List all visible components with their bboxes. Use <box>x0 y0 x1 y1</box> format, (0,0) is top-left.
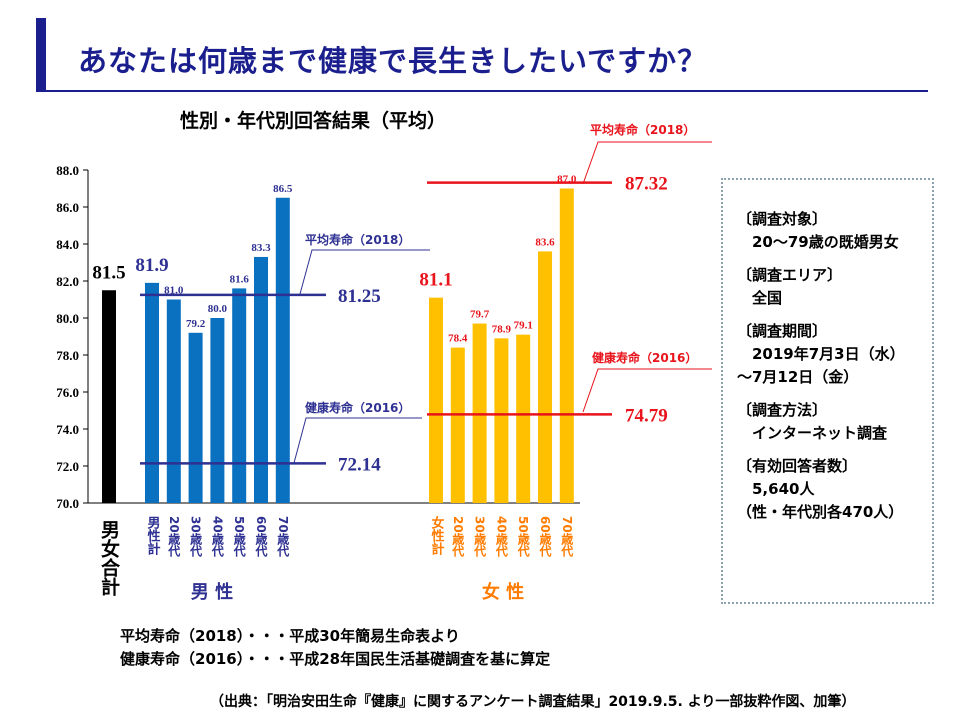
male-x-label: 40歳代 <box>210 516 224 557</box>
survey-info-box: 〔調査対象〕 20～79歳の既婚男女 〔調査エリア〕 全国〔調査期間〕 2019年… <box>721 178 934 604</box>
female-bar <box>538 251 552 503</box>
male-x-label: 70歳代 <box>276 516 290 557</box>
survey-info-line: 〔調査対象〕 <box>737 210 828 228</box>
reference-leader <box>299 249 430 295</box>
female-data-label: 78.9 <box>492 323 512 335</box>
male-x-label: 50歳代 <box>232 516 246 557</box>
reference-value-label: 87.32 <box>625 174 668 195</box>
survey-info-line: （性・年代別各470人） <box>737 503 904 521</box>
survey-info-line: 5,640人 <box>737 480 815 498</box>
reference-leader <box>582 141 712 185</box>
bar-total <box>102 290 116 503</box>
y-tick-label: 76.0 <box>56 385 79 400</box>
survey-info-line: インターネット調査 <box>737 424 888 442</box>
female-x-label: 40歳代 <box>494 516 508 557</box>
male-bar <box>166 299 181 503</box>
male-data-label: 80.0 <box>208 303 228 315</box>
female-x-label: 30歳代 <box>473 516 487 557</box>
male-x-label: 20歳代 <box>167 516 181 557</box>
reference-label: 平均寿命（2018） <box>305 232 410 247</box>
male-data-label: 81.9 <box>135 255 168 276</box>
female-x-label: 20歳代 <box>451 516 465 557</box>
male-bar <box>145 282 159 503</box>
female-bar <box>559 188 574 503</box>
survey-info-line: 〔有効回答者数〕 <box>737 457 858 475</box>
male-bar <box>232 288 247 503</box>
male-bar <box>188 332 203 503</box>
page-title: あなたは何歳まで健康で長生きしたいですか？ <box>78 44 708 78</box>
survey-info-line: 〔調査方法〕 <box>737 401 828 419</box>
y-tick-label: 88.0 <box>56 163 79 178</box>
y-tick-label: 72.0 <box>56 459 79 474</box>
male-data-label: 79.2 <box>186 318 206 330</box>
survey-info-line: 〔調査エリア〕 <box>737 266 843 284</box>
male-bar <box>254 256 268 503</box>
male-data-label: 86.5 <box>273 183 293 195</box>
reference-value-label: 81.25 <box>338 286 381 307</box>
female-data-label: 83.6 <box>535 236 555 248</box>
reference-label: 平均寿命（2018） <box>590 122 695 137</box>
female-data-label: 79.7 <box>470 309 490 321</box>
reference-leader <box>582 368 712 413</box>
female-data-label: 81.1 <box>419 270 452 291</box>
male-group-label: 男 性 <box>191 581 233 603</box>
survey-info-line: 2019年7月3日（水） <box>737 345 905 363</box>
reference-label: 健康寿命（2016） <box>592 350 697 365</box>
y-tick-label: 82.0 <box>56 274 79 289</box>
male-x-label: 30歳代 <box>189 516 203 557</box>
female-x-label: 70歳代 <box>560 516 574 557</box>
female-x-label: 60歳代 <box>538 516 552 557</box>
survey-info-line: 全国 <box>737 289 783 307</box>
reference-value-label: 74.79 <box>625 405 668 426</box>
female-data-label: 78.4 <box>448 333 468 345</box>
survey-info-line: ～7月12日（金） <box>737 368 859 386</box>
male-data-label: 83.3 <box>251 242 271 254</box>
female-bar <box>494 338 509 503</box>
y-tick-label: 78.0 <box>56 348 79 363</box>
male-x-label: 男性計 <box>145 516 161 556</box>
male-bar <box>275 197 290 503</box>
male-x-label: 60歳代 <box>254 516 268 557</box>
source-note: （出典：「明治安田生命『健康』に関するアンケート調査結果」2019.9.5. よ… <box>210 694 856 710</box>
female-group-label: 女 性 <box>482 581 524 603</box>
female-x-label: 女性計 <box>429 515 445 556</box>
female-bar <box>429 297 443 503</box>
female-bar <box>450 347 465 503</box>
bar-chart: 70.0 72.0 74.0 76.0 78.0 80.0 82.0 84.0 86.0 88.0… <box>56 122 712 603</box>
male-data-label: 81.0 <box>164 285 184 297</box>
female-data-label: 79.1 <box>514 320 533 332</box>
y-tick-label: 80.0 <box>56 311 79 326</box>
footnote-healthy-life: 健康寿命（2016）・・・平成28年国民生活基礎調査を基に算定 <box>120 650 551 668</box>
footnote-life-expectancy: 平均寿命（2018）・・・平成30年簡易生命表より <box>120 627 460 645</box>
y-tick-label: 74.0 <box>56 422 79 437</box>
y-tick-label: 86.0 <box>56 200 79 215</box>
female-x-label: 50歳代 <box>516 516 530 557</box>
y-tick-label: 70.0 <box>56 496 79 511</box>
x-label-total: 男女合計 <box>98 520 120 597</box>
data-label-total: 81.5 <box>92 262 125 283</box>
reference-leader <box>293 417 422 464</box>
title-bar: あなたは何歳まで健康で長生きしたいですか？ <box>36 18 928 92</box>
reference-label: 健康寿命（2016） <box>305 400 410 415</box>
male-bar <box>210 318 225 503</box>
female-bar <box>516 334 531 503</box>
survey-info-line: 20～79歳の既婚男女 <box>737 233 899 251</box>
survey-info-line: 〔調査期間〕 <box>737 322 828 340</box>
y-tick-label: 84.0 <box>56 237 79 252</box>
chart-subtitle: 性別・年代別回答結果（平均） <box>180 110 447 132</box>
male-data-label: 81.6 <box>230 273 250 285</box>
reference-value-label: 72.14 <box>338 454 381 475</box>
